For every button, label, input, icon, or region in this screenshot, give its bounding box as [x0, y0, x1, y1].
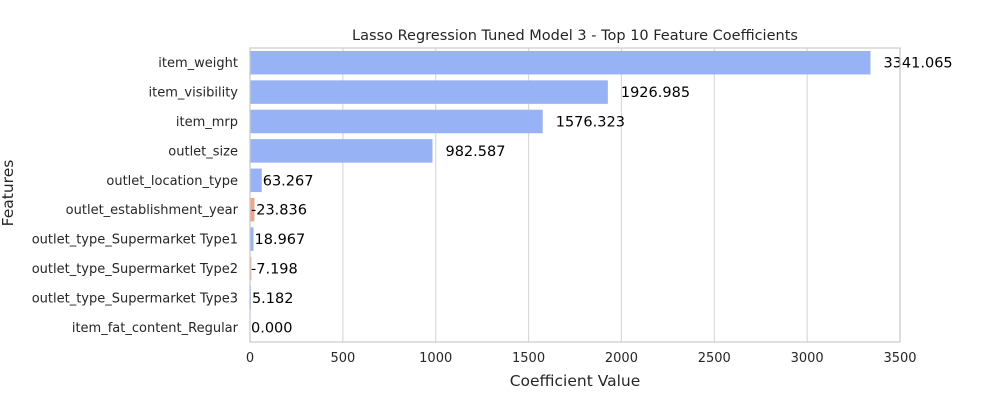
data-label: 5.182: [252, 291, 294, 307]
data-label: 18.967: [255, 232, 306, 248]
bars: [250, 50, 871, 310]
y-tick-label: item_weight: [158, 56, 238, 71]
y-axis-label: Features: [0, 160, 17, 227]
x-tick-label: 500: [330, 351, 355, 366]
x-axis-label: Coefficient Value: [510, 372, 641, 390]
bar: [250, 197, 255, 222]
data-label: 0.000: [251, 320, 293, 336]
x-tick-labels: 0 500 1000 1500 2000 2500 3000 3500: [246, 351, 917, 366]
y-tick-label: item_mrp: [176, 115, 238, 130]
y-tick-label: item_visibility: [149, 86, 239, 101]
y-tick-labels: item_weight item_visibility item_mrpoutlet…: [32, 56, 239, 336]
data-label: -7.198: [251, 262, 298, 278]
bar: [250, 227, 254, 251]
x-tick-label: 1000: [419, 351, 452, 366]
data-label: 1576.323: [556, 115, 625, 131]
x-tick-label: 0: [246, 351, 254, 366]
data-label: 1926.985: [621, 85, 690, 101]
bar: [250, 168, 262, 193]
y-tick-label: item_fat_content_Regular: [72, 321, 239, 336]
y-tick-label: outlet_type_Supermarket Type3: [32, 291, 238, 306]
y-tick-label: outlet_type_Supermarket Type1: [32, 233, 238, 248]
data-label: 63.267: [263, 173, 314, 189]
data-label: 982.587: [445, 144, 505, 160]
y-tick-label: outlet_size: [168, 144, 238, 159]
x-tick-label: 1500: [512, 351, 545, 366]
x-tick-label: 2500: [698, 351, 731, 366]
x-tick-label: 3000: [791, 351, 824, 366]
y-tick-label: outlet_type_Supermarket Type2: [32, 262, 238, 277]
chart-title: Lasso Regression Tuned Model 3 - Top 10 …: [352, 28, 798, 44]
bar: [250, 109, 543, 134]
y-tick-label: outlet_location_type: [106, 174, 238, 189]
y-tick-label: outlet_establishment_year: [66, 203, 239, 218]
data-labels: 3341.065 1926.985 1576.323 982.587 63.267 -23…: [251, 56, 953, 337]
bar: [250, 139, 433, 163]
bar: [250, 50, 871, 75]
data-label: 3341.065: [883, 56, 952, 72]
data-label: -23.836: [251, 203, 307, 219]
x-tick-label: 2000: [605, 351, 638, 366]
x-tick-label: 3500: [883, 351, 916, 366]
plot-frame: [249, 47, 901, 343]
bar: [250, 80, 608, 104]
bar: [250, 256, 252, 281]
